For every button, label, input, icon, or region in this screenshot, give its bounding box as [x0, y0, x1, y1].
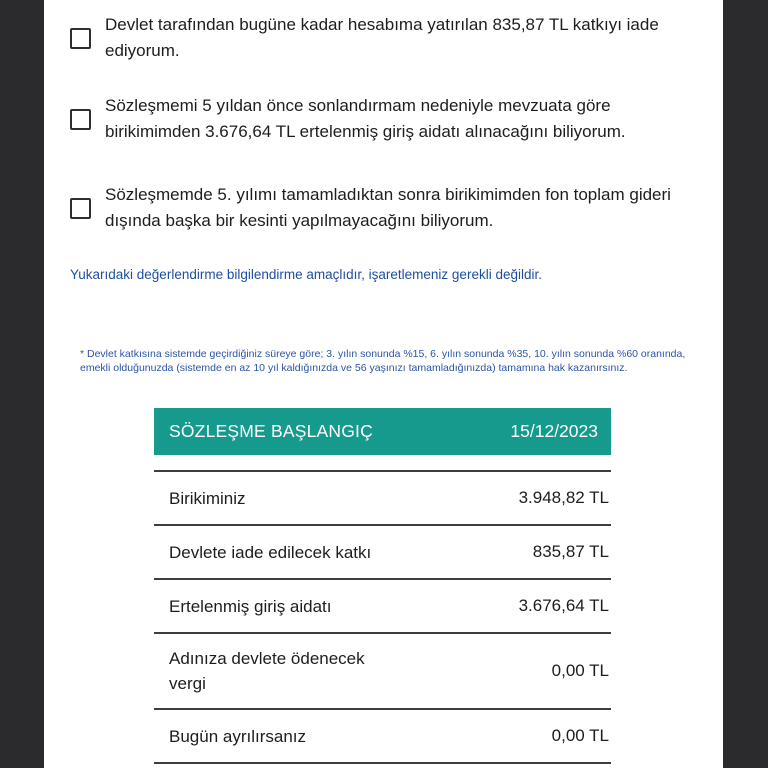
contract-summary-table: SÖZLEŞME BAŞLANGIÇ 15/12/2023 Birikimini… — [154, 408, 611, 764]
table-row-tax-payable: Adınıza devlete ödenecek vergi 0,00 TL — [154, 632, 611, 708]
row-label: Bugün ayrılırsanız — [169, 726, 307, 746]
viewer-right-margin — [723, 0, 768, 768]
info-note: Yukarıdaki değerlendirme bilgilendirme a… — [70, 267, 542, 282]
table-row-contribution-returned: Devlete iade edilecek katkı 835,87 TL — [154, 524, 611, 578]
checkbox-label: Sözleşmemi 5 yıldan önce sonlandırmam ne… — [105, 96, 626, 141]
checkbox-no-deduction-after-5-years[interactable] — [70, 197, 91, 219]
row-value: 0,00 TL — [551, 661, 609, 680]
table-row-savings: Birikiminiz 3.948,82 TL — [154, 470, 611, 524]
contract-start-date: 15/12/2023 — [510, 421, 598, 441]
checkbox-item-refund-contribution: Devlet tarafından bugüne kadar hesabıma … — [70, 12, 705, 64]
table-body: Birikiminiz 3.948,82 TL Devlete iade edi… — [154, 470, 611, 764]
table-row-if-you-leave-today: Bugün ayrılırsanız 0,00 TL — [154, 708, 611, 762]
checkbox-refund-contribution[interactable] — [70, 27, 91, 49]
checkbox-item-deferred-entry-fee: Sözleşmemi 5 yıldan önce sonlandırmam ne… — [70, 93, 705, 145]
state-contribution-footnote: * Devlet katkısına sistemde geçirdiğiniz… — [80, 348, 686, 374]
checkbox-deferred-entry-fee[interactable] — [70, 108, 91, 130]
row-value: 835,87 TL — [532, 542, 609, 561]
viewer-left-margin — [0, 0, 44, 768]
row-value: 0,00 TL — [551, 726, 609, 745]
document-page: Devlet tarafından bugüne kadar hesabıma … — [44, 0, 723, 768]
row-label: Devlete iade edilecek katkı — [169, 542, 372, 562]
row-value: 3.948,82 TL — [518, 488, 609, 507]
checkbox-item-no-deduction-after-5-years: Sözleşmemde 5. yılımı tamamladıktan sonr… — [70, 182, 705, 234]
table-row-deferred-entry-fee: Ertelenmiş giriş aidatı 3.676,64 TL — [154, 578, 611, 632]
table-header: SÖZLEŞME BAŞLANGIÇ 15/12/2023 — [154, 408, 611, 455]
row-label: Birikiminiz — [169, 488, 246, 508]
checkbox-label: Devlet tarafından bugüne kadar hesabıma … — [105, 15, 659, 60]
table-title: SÖZLEŞME BAŞLANGIÇ — [169, 421, 373, 441]
row-value: 3.676,64 TL — [518, 596, 609, 615]
row-label: Ertelenmiş giriş aidatı — [169, 596, 332, 616]
row-label: Adınıza devlete ödenecek vergi — [169, 649, 365, 693]
checkbox-label: Sözleşmemde 5. yılımı tamamladıktan sonr… — [105, 185, 671, 230]
